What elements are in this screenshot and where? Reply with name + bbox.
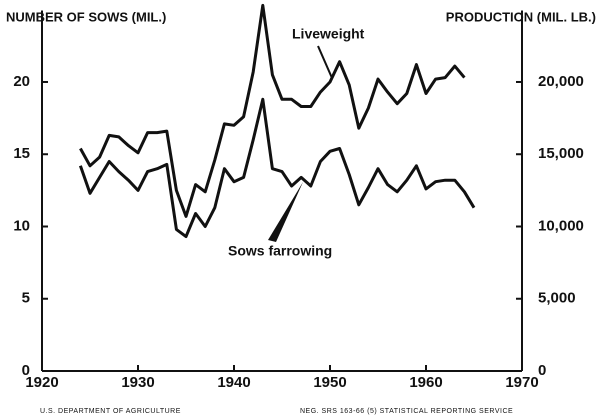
y2-tick-label: 20,000 — [538, 73, 584, 90]
y2-tick-label: 15,000 — [538, 145, 584, 162]
y2-tick-label: 10,000 — [538, 217, 584, 234]
annotation: Liveweight — [292, 26, 365, 42]
annotation-arrow — [268, 182, 303, 242]
x-tick-label: 1940 — [217, 374, 250, 391]
annotation-arrow — [317, 45, 333, 79]
footer: NEG. SRS 163-66 (5) STATISTICAL REPORTIN… — [300, 408, 513, 415]
y2-tick-label: 0 — [538, 362, 546, 379]
x-tick-label: 1920 — [25, 374, 58, 391]
y-tick-label: 15 — [13, 145, 30, 162]
x-tick-label: 1970 — [505, 374, 538, 391]
y-tick-label: 10 — [13, 217, 30, 234]
x-tick-label: 1950 — [313, 374, 346, 391]
y-tick-label: 20 — [13, 73, 30, 90]
x-tick-label: 1960 — [409, 374, 442, 391]
y-tick-label: 5 — [22, 290, 30, 307]
y2-tick-label: 5,000 — [538, 290, 576, 307]
y2-axis-label: PRODUCTION (MIL. LB.) — [446, 9, 596, 24]
footer: U.S. DEPARTMENT OF AGRICULTURE — [40, 408, 181, 415]
annotation: Sows farrowing — [228, 243, 332, 259]
y-tick-label: 0 — [22, 362, 30, 379]
y-axis-label: NUMBER OF SOWS (MIL.) — [6, 9, 166, 24]
x-tick-label: 1930 — [121, 374, 154, 391]
data-line — [79, 3, 466, 218]
data-line — [78, 97, 476, 239]
